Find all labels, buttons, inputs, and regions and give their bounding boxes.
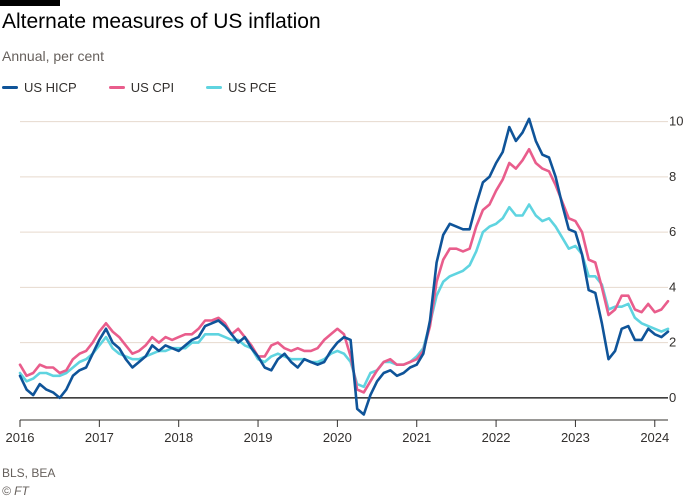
legend-label-pce: US PCE	[228, 80, 277, 95]
chart-legend: US HICP US CPI US PCE	[2, 80, 308, 95]
legend-swatch-hicp	[2, 86, 18, 89]
y-tick-label-4: 4	[669, 279, 676, 294]
chart-title: Alternate measures of US inflation	[2, 10, 321, 33]
legend-label-hicp: US HICP	[24, 80, 77, 95]
x-tick-label-2022: 2022	[482, 430, 511, 445]
y-tick-label-6: 6	[669, 224, 676, 239]
x-tick-label-2017: 2017	[85, 430, 114, 445]
chart-credit: © FT	[2, 484, 29, 498]
x-tick-label-2024: 2024	[640, 430, 669, 445]
line-chart: 0 2 4 6 8 10 2016 2017 2018 2019 2020 2021 2022 2023 2…	[6, 114, 684, 445]
legend-label-cpi: US CPI	[130, 80, 175, 95]
y-tick-label-0: 0	[669, 390, 676, 405]
legend-item-pce: US PCE	[206, 80, 276, 95]
chart-subtitle: Annual, per cent	[2, 48, 104, 64]
y-tick-label-10: 10	[669, 114, 683, 129]
legend-swatch-pce	[206, 86, 223, 89]
x-tick-label-2018: 2018	[164, 430, 193, 445]
legend-item-hicp: US HICP	[2, 80, 77, 95]
x-tick-label-2016: 2016	[6, 430, 35, 445]
series-line-us-hicp	[18, 117, 670, 416]
legend-item-cpi: US CPI	[108, 80, 175, 95]
y-tick-label-2: 2	[669, 335, 676, 350]
series-line-us-pce	[18, 203, 670, 389]
legend-swatch-cpi	[108, 86, 125, 89]
chart-source: BLS, BEA	[2, 466, 56, 480]
brand-bar	[0, 0, 60, 6]
x-tick-label-2020: 2020	[323, 430, 352, 445]
x-tick-label-2023: 2023	[561, 430, 590, 445]
x-tick-label-2019: 2019	[244, 430, 273, 445]
series-line-us-cpi	[18, 147, 670, 394]
y-tick-label-8: 8	[669, 169, 676, 184]
x-tick-label-2021: 2021	[402, 430, 431, 445]
